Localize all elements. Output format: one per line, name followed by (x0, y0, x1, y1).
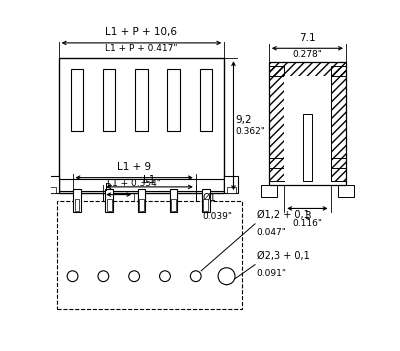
Bar (261, 185, 277, 197)
Text: L1 + P + 10,6: L1 + P + 10,6 (106, 27, 178, 37)
Bar (170, 189, 178, 212)
Bar (284, 76, 330, 181)
Text: Ø1,2 + 0,1: Ø1,2 + 0,1 (256, 210, 309, 220)
Bar (226, 187, 236, 193)
Bar (47, 187, 56, 193)
Bar (168, 69, 180, 131)
Bar (107, 199, 112, 211)
Bar (106, 189, 113, 212)
Circle shape (98, 271, 109, 282)
Bar (303, 114, 312, 181)
Text: 0.278": 0.278" (292, 50, 322, 59)
Circle shape (67, 271, 78, 282)
Circle shape (160, 271, 170, 282)
Text: 0.047": 0.047" (256, 229, 286, 238)
Bar (103, 69, 116, 131)
Bar (330, 66, 346, 181)
Text: 0.039": 0.039" (203, 212, 233, 220)
Text: 7.1: 7.1 (299, 33, 316, 43)
Bar (269, 62, 346, 76)
Text: 0.362": 0.362" (236, 127, 266, 136)
Bar (338, 185, 354, 197)
Bar (202, 189, 210, 212)
Text: P: P (105, 183, 111, 193)
Bar (224, 176, 238, 193)
Bar (139, 199, 144, 211)
Bar (75, 199, 80, 211)
Bar (71, 69, 83, 131)
Text: 0.116": 0.116" (292, 219, 322, 228)
Circle shape (129, 271, 140, 282)
Text: L1 + P + 0.417": L1 + P + 0.417" (105, 45, 178, 53)
Bar (204, 199, 208, 211)
Bar (200, 69, 212, 131)
Bar (138, 189, 145, 212)
Text: L1: L1 (143, 176, 156, 185)
Text: Ø1: Ø1 (203, 193, 216, 203)
Bar (171, 199, 176, 211)
Bar (45, 176, 59, 193)
Text: L1 + 9: L1 + 9 (117, 162, 151, 172)
Bar (73, 189, 81, 212)
Circle shape (218, 268, 235, 285)
Text: L1 + 0.354": L1 + 0.354" (107, 179, 161, 188)
Bar (269, 62, 346, 185)
Bar (57, 201, 242, 309)
Text: Ø2,3 + 0,1: Ø2,3 + 0,1 (256, 251, 309, 261)
Bar (269, 66, 284, 181)
Bar (59, 58, 224, 193)
Text: 3: 3 (304, 211, 311, 221)
Text: 0.091": 0.091" (256, 269, 286, 278)
Text: 9,2: 9,2 (236, 114, 252, 125)
Bar (135, 69, 148, 131)
Circle shape (190, 271, 201, 282)
